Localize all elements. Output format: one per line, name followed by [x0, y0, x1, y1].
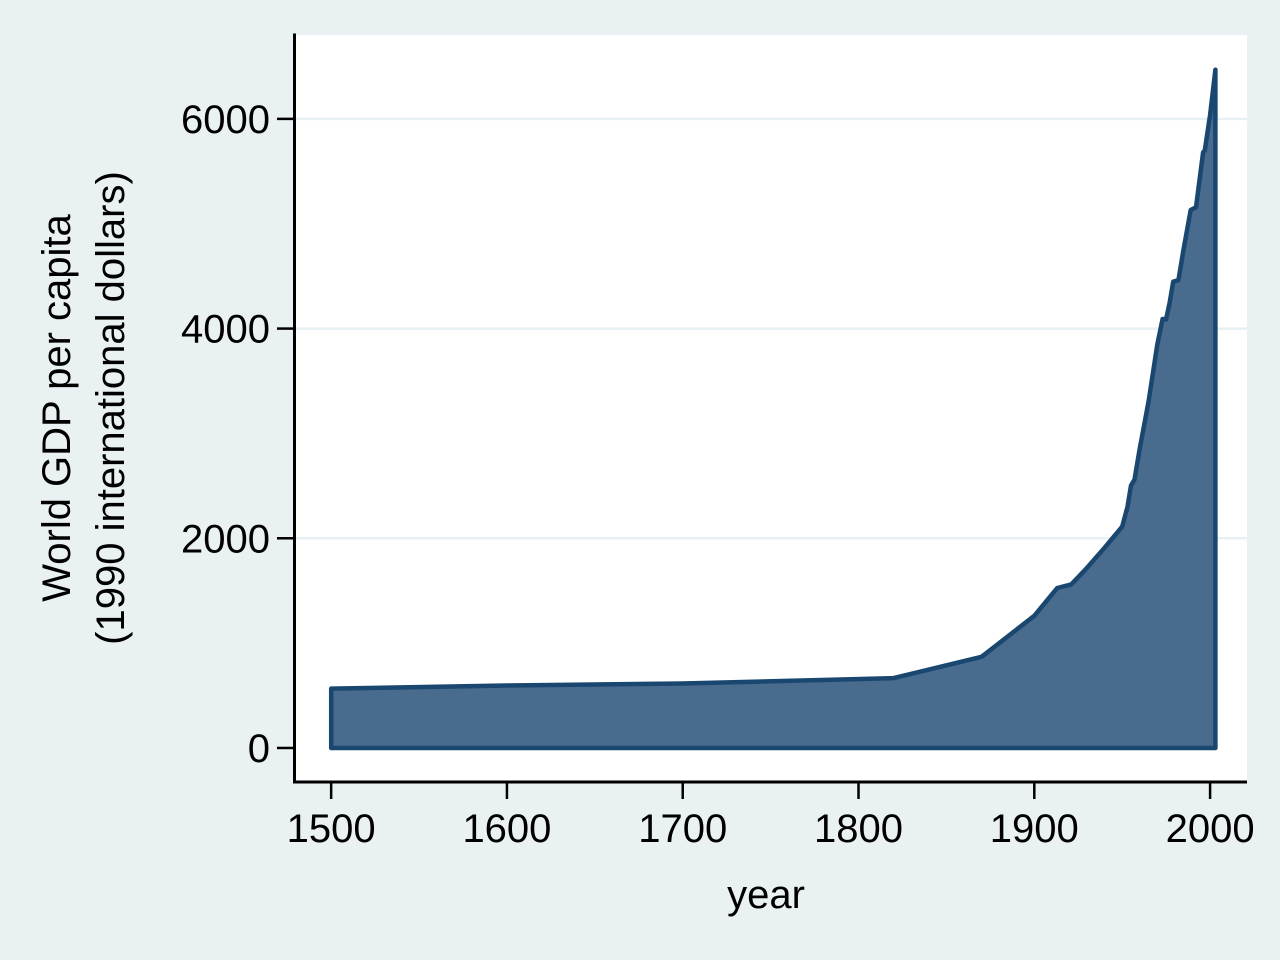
x-tick-label-1600: 1600: [462, 807, 551, 851]
x-axis-title: year: [727, 873, 805, 917]
y-axis-ticks: 0 2000 4000 6000: [181, 98, 293, 771]
y-tick-label-4000: 4000: [181, 308, 270, 352]
gridlines: [296, 117, 1247, 540]
axes: [293, 33, 1247, 784]
area-series: [328, 67, 1218, 751]
x-tick-label-1700: 1700: [638, 807, 727, 851]
x-axis-ticks: 1500 1600 1700 1800 1900 2000: [287, 783, 1255, 851]
y-tick-label-6000: 6000: [181, 98, 270, 142]
y-tick-label-0: 0: [248, 727, 270, 771]
x-tick-label-1900: 1900: [990, 807, 1079, 851]
x-tick-label-2000: 2000: [1166, 807, 1255, 851]
y-tick-label-2000: 2000: [181, 517, 270, 561]
area-world-gdp: [328, 67, 1218, 751]
x-tick-label-1800: 1800: [814, 807, 903, 851]
x-tick-label-1500: 1500: [287, 807, 376, 851]
y-axis-title-line2: (1990 international dollars): [89, 171, 133, 645]
y-axis-title-line1: World GDP per capita: [35, 213, 79, 601]
